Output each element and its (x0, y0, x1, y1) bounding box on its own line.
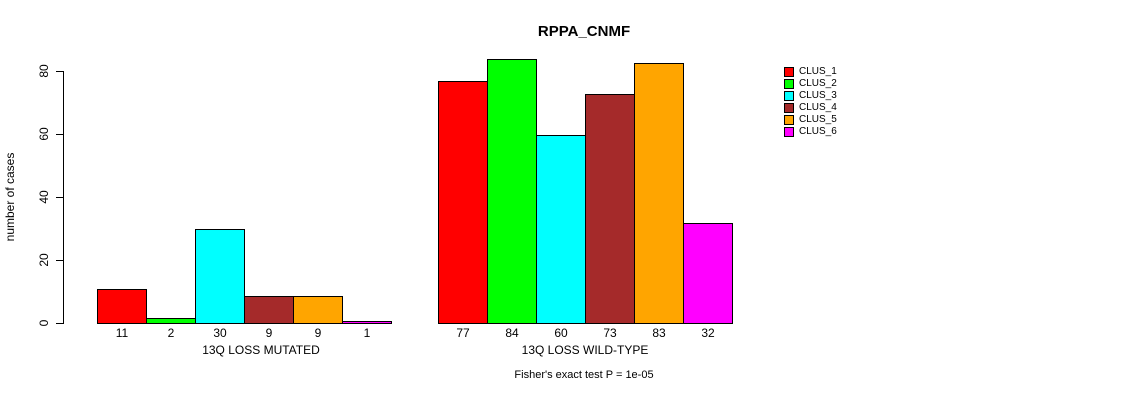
legend-item-clus_4: CLUS_4 (784, 102, 837, 114)
legend-item-clus_1: CLUS_1 (784, 66, 837, 78)
bar-clus_5-wildtype (634, 63, 684, 324)
bar-value-label: 9 (265, 326, 273, 340)
bar-value-label: 77 (456, 326, 470, 340)
bar-value-label: 9 (314, 326, 322, 340)
fisher-test-footnote: Fisher's exact test P = 1e-05 (514, 369, 654, 381)
bar-value-label: 1 (363, 326, 371, 340)
legend-label: CLUS_1 (799, 66, 837, 77)
bar-value-label: 83 (652, 326, 666, 340)
bar-clus_1-mutated (97, 289, 147, 324)
y-axis-label: number of cases (3, 152, 17, 242)
legend-swatch (784, 79, 794, 89)
legend-label: CLUS_5 (799, 114, 837, 125)
legend-label: CLUS_4 (799, 102, 837, 113)
legend-swatch (784, 127, 794, 137)
y-tick-mark (56, 71, 63, 72)
bar-clus_1-wildtype (438, 81, 488, 324)
y-tick-label: 20 (37, 253, 51, 267)
legend-label: CLUS_6 (799, 126, 837, 137)
legend-swatch (784, 67, 794, 77)
bar-value-label: 60 (554, 326, 568, 340)
bar-value-label: 11 (115, 326, 129, 340)
legend-swatch (784, 115, 794, 125)
legend-item-clus_5: CLUS_5 (784, 114, 837, 126)
y-tick-label: 60 (37, 127, 51, 141)
bar-clus_4-wildtype (585, 94, 635, 324)
group-label: 13Q LOSS WILD-TYPE (521, 343, 649, 357)
bar-clus_3-wildtype (536, 135, 586, 324)
legend-label: CLUS_2 (799, 78, 837, 89)
bar-clus_2-wildtype (487, 59, 537, 324)
bar-value-label: 84 (505, 326, 519, 340)
bar-clus_5-mutated (293, 296, 343, 324)
bar-clus_3-mutated (195, 229, 245, 324)
y-tick-mark (56, 197, 63, 198)
bar-value-label: 2 (167, 326, 175, 340)
y-tick-mark (56, 260, 63, 261)
legend-item-clus_3: CLUS_3 (784, 90, 837, 102)
y-tick-label: 80 (37, 64, 51, 78)
y-tick-mark (56, 323, 63, 324)
chart-title: RPPA_CNMF (537, 23, 631, 40)
legend-swatch (784, 103, 794, 113)
y-tick-label: 40 (37, 190, 51, 204)
legend-item-clus_6: CLUS_6 (784, 126, 837, 138)
bar-clus_2-mutated (146, 318, 196, 324)
group-label: 13Q LOSS MUTATED (202, 343, 320, 357)
legend-item-clus_2: CLUS_2 (784, 78, 837, 90)
bar-clus_6-mutated (342, 321, 392, 324)
bar-value-label: 32 (701, 326, 715, 340)
bar-value-label: 30 (213, 326, 227, 340)
bar-clus_6-wildtype (683, 223, 733, 324)
bar-clus_4-mutated (244, 296, 294, 324)
bar-value-label: 73 (603, 326, 617, 340)
y-tick-label: 0 (37, 319, 51, 327)
legend-label: CLUS_3 (799, 90, 837, 101)
legend-swatch (784, 91, 794, 101)
y-axis-line (63, 71, 64, 324)
y-tick-mark (56, 134, 63, 135)
